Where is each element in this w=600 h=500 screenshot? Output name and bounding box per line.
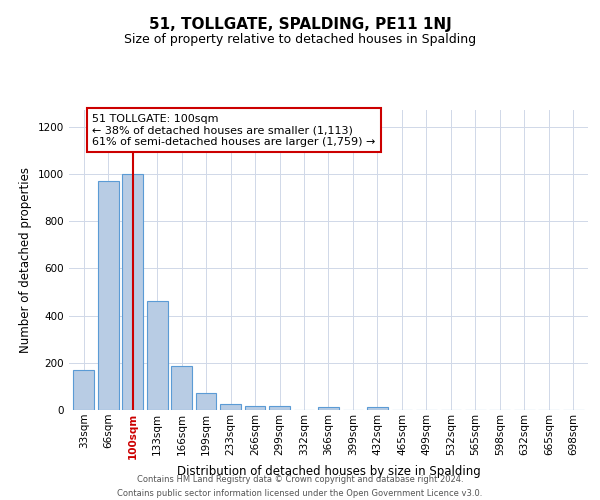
Text: 51 TOLLGATE: 100sqm
← 38% of detached houses are smaller (1,113)
61% of semi-det: 51 TOLLGATE: 100sqm ← 38% of detached ho… [92,114,376,146]
Text: 51, TOLLGATE, SPALDING, PE11 1NJ: 51, TOLLGATE, SPALDING, PE11 1NJ [149,18,451,32]
Bar [147,302,167,410]
X-axis label: Distribution of detached houses by size in Spalding: Distribution of detached houses by size … [176,464,481,477]
Bar [171,366,192,410]
Bar [367,407,388,410]
Y-axis label: Number of detached properties: Number of detached properties [19,167,32,353]
Bar [122,174,143,410]
Bar [269,406,290,410]
Bar [318,407,339,410]
Bar [196,394,217,410]
Text: Contains HM Land Registry data © Crown copyright and database right 2024.
Contai: Contains HM Land Registry data © Crown c… [118,476,482,498]
Bar [73,370,94,410]
Text: Size of property relative to detached houses in Spalding: Size of property relative to detached ho… [124,32,476,46]
Bar [245,406,265,410]
Bar [98,181,119,410]
Bar [220,404,241,410]
